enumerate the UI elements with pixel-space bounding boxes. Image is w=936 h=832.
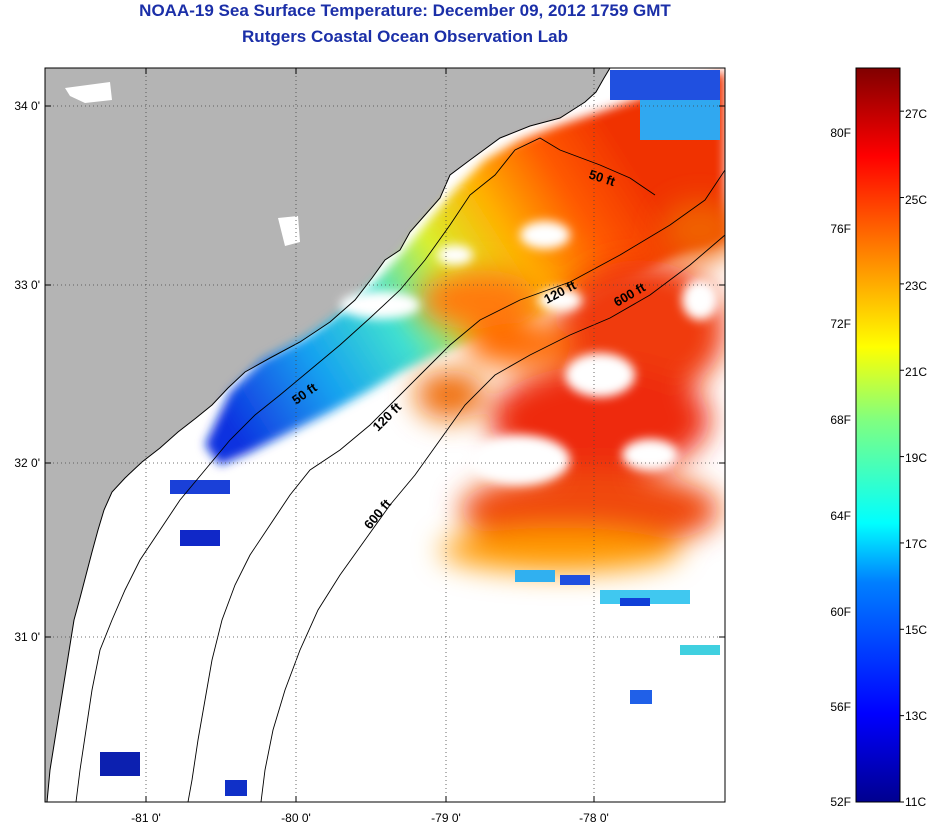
inland-lake xyxy=(65,82,112,103)
land-mass xyxy=(45,68,610,802)
tick-marks xyxy=(45,68,725,802)
gulf-stream-warm-water xyxy=(415,200,725,572)
contour-120ft xyxy=(187,169,725,802)
scattered-sst-pixels xyxy=(100,70,720,796)
inland-lake xyxy=(278,216,300,246)
map-subtitle: Rutgers Coastal Ocean Observation Lab xyxy=(242,27,568,46)
lat-label-33: 33 0' xyxy=(14,278,40,292)
coastline xyxy=(46,68,611,802)
contour-50ft xyxy=(75,137,656,802)
map-title: NOAA-19 Sea Surface Temperature: Decembe… xyxy=(139,1,671,20)
lat-label-34: 34 0' xyxy=(14,99,40,113)
map-frame xyxy=(44,67,726,803)
sst-shelf-band xyxy=(205,72,725,465)
lat-label-31: 31 0' xyxy=(14,630,40,644)
lon-label-81: -81 0' xyxy=(131,811,161,825)
contour-600ft xyxy=(260,234,725,802)
lat-label-32: 32 0' xyxy=(14,456,40,470)
lon-label-79: -79 0' xyxy=(431,811,461,825)
cloud-mask xyxy=(340,221,718,485)
graticule xyxy=(45,68,725,802)
lon-label-78: -78 0' xyxy=(579,811,609,825)
lon-label-80: -80 0' xyxy=(281,811,311,825)
